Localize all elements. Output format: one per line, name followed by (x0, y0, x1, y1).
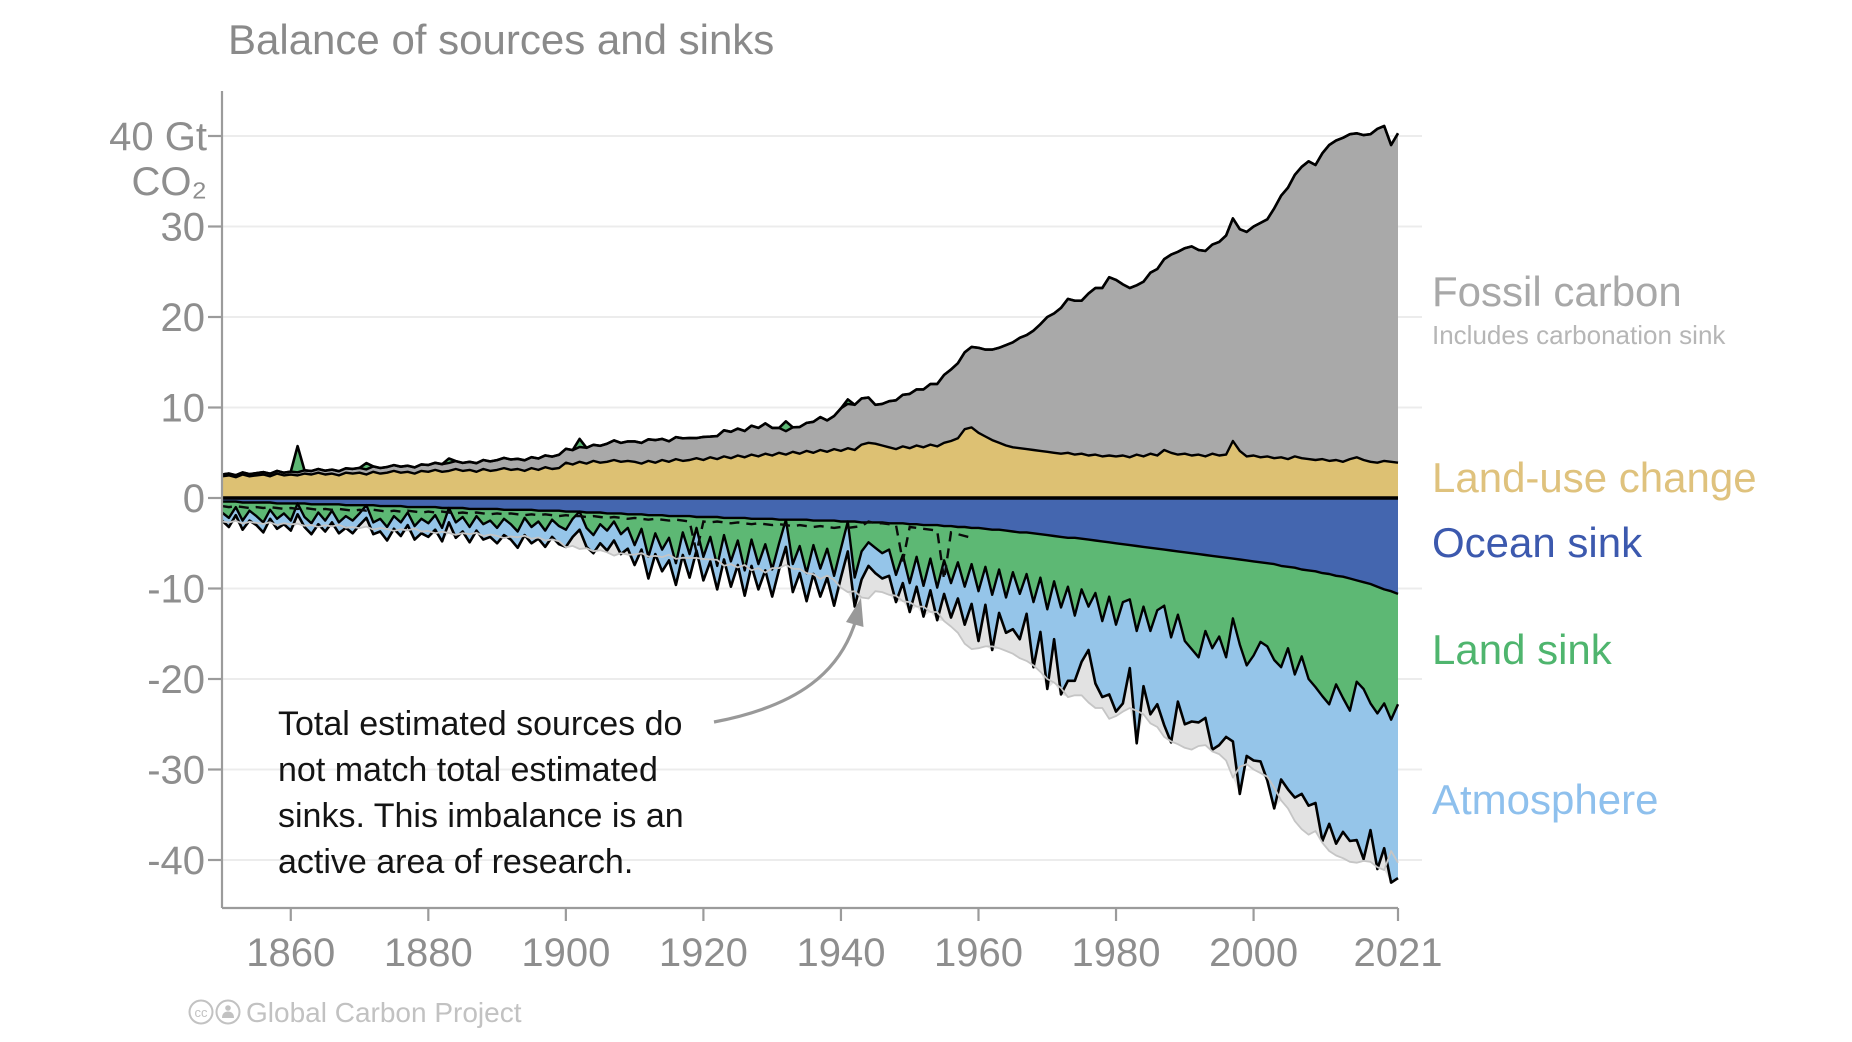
total-sinks-line (221, 513, 1399, 884)
legend-fossil-subtitle: Includes carbonation sink (1432, 320, 1726, 350)
legend-land-sink: Land sink (1432, 626, 1613, 673)
atmosphere-area (222, 503, 1398, 883)
x-tick-label-1920: 1920 (659, 931, 748, 975)
x-tick-label-2021: 2021 (1354, 931, 1443, 975)
mirrored-sources-line (221, 519, 1399, 871)
land-use-top-line (221, 426, 1399, 479)
chart-title: Balance of sources and sinks (228, 16, 774, 63)
y-tick-label-0: 0 (183, 477, 205, 521)
x-tick-label-1860: 1860 (246, 931, 335, 975)
footer-credit: cc Global Carbon Project (188, 997, 522, 1028)
land-bottom-line (221, 502, 1400, 721)
by-person-head (225, 1005, 231, 1011)
ice-core-dashed-line (221, 504, 972, 580)
imbalance-annotation-line4: active area of research. (278, 843, 633, 881)
plot-area: 30 20 10 0 -10 -20 -30 -40 1860 1880 1900 1920 1940 1… (147, 91, 1442, 975)
imbalance-annotation-line1: Total estimated sources do (278, 705, 682, 743)
x-tick-label-1940: 1940 (796, 931, 885, 975)
y-tick-label--10: -10 (147, 568, 205, 612)
x-tick-label-1880: 1880 (384, 931, 473, 975)
y-tick-label--40: -40 (147, 839, 205, 883)
x-tick-label-1980: 1980 (1072, 931, 1161, 975)
annotation-arrow-curve (713, 615, 859, 724)
x-tick-label-1900: 1900 (521, 931, 610, 975)
y-tick-label--20: -20 (147, 658, 205, 702)
y-axis-unit-top: 40 Gt (109, 115, 207, 159)
ocean-bottom-line (222, 500, 1399, 596)
land-use-change-area (222, 427, 1398, 498)
legend-ocean-sink: Ocean sink (1432, 519, 1643, 566)
land-sink-area (222, 501, 1398, 720)
y-tick-label-30: 30 (161, 206, 206, 250)
by-person-body (222, 1011, 234, 1018)
x-tick-label-1960: 1960 (934, 931, 1023, 975)
by-person-icon (215, 999, 241, 1025)
sources-top-line (221, 124, 1400, 477)
legend-fossil-carbon: Fossil carbon (1432, 268, 1682, 315)
legend-atmosphere: Atmosphere (1432, 776, 1658, 823)
y-axis-unit-bottom: CO₂ (131, 160, 207, 204)
imbalance-annotation-line2: not match total estimated (278, 751, 658, 789)
annotation-arrowhead-icon (846, 598, 864, 627)
y-tick-label--30: -30 (147, 749, 205, 793)
imbalance-annotation-line3: sinks. This imbalance is an (278, 797, 684, 835)
footer-text: Global Carbon Project (246, 997, 522, 1028)
ocean-sink-area (222, 498, 1398, 594)
y-tick-label-10: 10 (161, 387, 206, 431)
legend-land-use-change: Land-use change (1432, 454, 1757, 501)
annotation-arrow (713, 598, 864, 724)
x-tick-label-2000: 2000 (1209, 931, 1298, 975)
fossil-carbon-area (222, 126, 1398, 478)
y-tick-label-20: 20 (161, 296, 206, 340)
cc-icon (188, 999, 214, 1025)
cc-icon-letters: cc (195, 1005, 209, 1020)
